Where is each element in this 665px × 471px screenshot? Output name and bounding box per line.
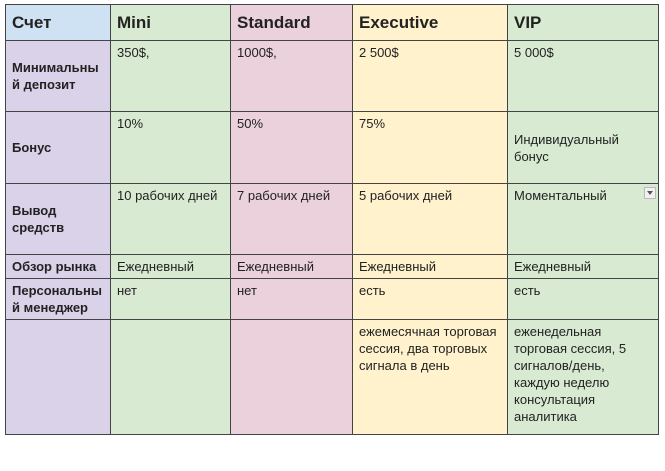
header-cell: Standard (230, 4, 353, 41)
row-label: Персональный менеджер (5, 278, 111, 320)
table-cell: 75% (352, 111, 508, 184)
table-row: Персональный менеджер нет нет есть есть (5, 278, 659, 320)
table-cell (230, 319, 353, 435)
dropdown-arrow (644, 187, 656, 199)
table-body: Счет Mini Standard Executive VIP Минимальный … (5, 4, 659, 435)
row-label: Вывод средств (5, 183, 111, 255)
table-row: Вывод средств 10 рабочих дней 7 рабочих дн… (5, 183, 659, 255)
table-row: Бонус 10% 50% 75% Индивидуальный бонус (5, 111, 659, 184)
table-cell: 10 рабочих дней (110, 183, 231, 255)
table-cell: Ежедневный (352, 254, 508, 279)
row-label (5, 319, 111, 435)
table-cell: 50% (230, 111, 353, 184)
row-label: Бонус (5, 111, 111, 184)
row-label: Обзор рынка (5, 254, 111, 279)
table-cell (110, 319, 231, 435)
table-cell: еженедельная торговая сессия, 5 сигналов… (507, 319, 659, 435)
header-cell: VIP (507, 4, 659, 41)
header-row: Счет Mini Standard Executive VIP (5, 4, 659, 41)
table-cell: 1000$, (230, 40, 353, 112)
table-row: Минимальный депозит 350$, 1000$, 2 500$ 5 00… (5, 40, 659, 112)
table-cell: Ежедневный (507, 254, 659, 279)
table-cell: 350$, (110, 40, 231, 112)
table-cell: 5 000$ (507, 40, 659, 112)
table-cell: ежемесячная торговая сессия, два торговы… (352, 319, 508, 435)
table-cell: Ежедневный (110, 254, 231, 279)
table-cell: нет (110, 278, 231, 320)
table-row: Обзор рынка Ежедневный Ежедневный Ежедневны… (5, 254, 659, 279)
header-cell: Счет (5, 4, 111, 41)
table-cell: нет (230, 278, 353, 320)
table-cell: есть (507, 278, 659, 320)
table-cell: 7 рабочих дней (230, 183, 353, 255)
table-cell: 5 рабочих дней (352, 183, 508, 255)
table-row: ежемесячная торговая сессия, два торговы… (5, 319, 659, 435)
table-cell: Индивидуальный бонус (507, 111, 659, 184)
row-label: Минимальный депозит (5, 40, 111, 112)
table-cell: Моментальный (507, 183, 659, 255)
table-cell: 2 500$ (352, 40, 508, 112)
pricing-table: Счет Mini Standard Executive VIP Минимальный … (5, 4, 659, 435)
table-cell: 10% (110, 111, 231, 184)
header-cell: Mini (110, 4, 231, 41)
table-cell: Ежедневный (230, 254, 353, 279)
table-cell: есть (352, 278, 508, 320)
header-cell: Executive (352, 4, 508, 41)
